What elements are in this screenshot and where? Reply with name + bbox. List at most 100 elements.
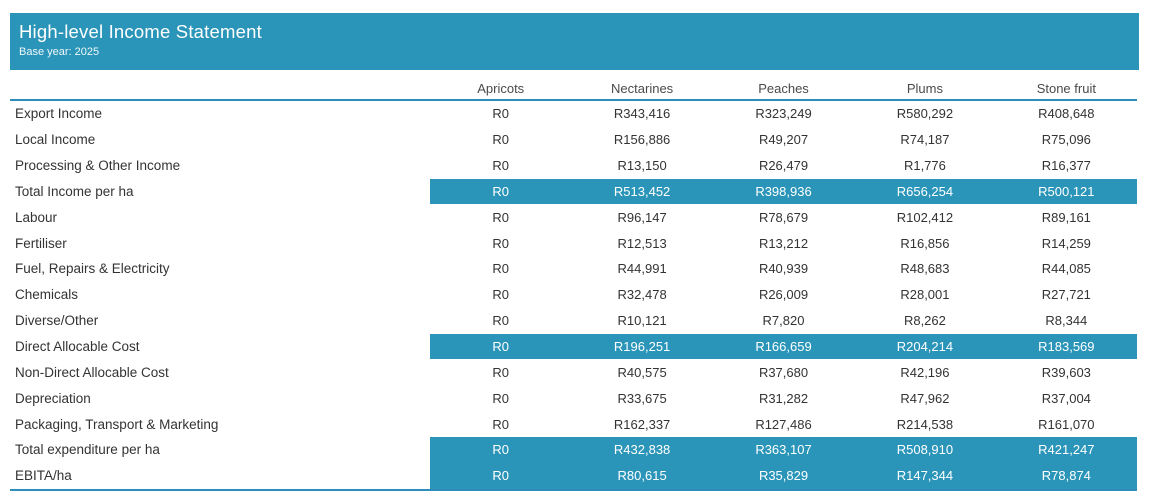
table-row: Export Income R0 R343,416 R323,249 R580,292 R…	[10, 101, 1137, 127]
value-cell: R196,251	[571, 333, 713, 360]
value-cell: R580,292	[896, 106, 954, 122]
value-cell: R78,874	[995, 462, 1138, 489]
value-cell: R214,538	[896, 416, 954, 432]
value-cell: R14,259	[1041, 235, 1091, 251]
value-cell: R1,776	[903, 158, 946, 174]
value-cell: R156,886	[613, 132, 671, 148]
value-cell: R44,085	[1041, 261, 1091, 277]
row-label: Processing & Other Income	[15, 158, 181, 174]
column-header-row: Apricots Nectarines Peaches Plums Stone …	[10, 78, 1137, 101]
value-cell: R49,207	[758, 132, 809, 148]
table-row: Total expenditure per ha R0 R432,838 R363,1…	[10, 436, 1138, 463]
value-cell: R47,962	[900, 390, 950, 406]
value-cell: R33,675	[617, 390, 667, 406]
value-cell: R343,416	[613, 106, 671, 122]
value-cell: R32,478	[617, 287, 667, 303]
table-row: Packaging, Transport & Marketing R0 R162,3…	[10, 411, 1137, 437]
value-cell: R10,121	[617, 313, 667, 329]
value-cell: R421,247	[995, 436, 1138, 463]
value-cell: R0	[492, 235, 510, 251]
value-cell: R26,009	[758, 287, 809, 303]
value-cell: R39,603	[1041, 364, 1091, 380]
column-header-peaches: Peaches	[758, 81, 809, 96]
table-row: Labour R0 R96,147 R78,679 R102,412 R89,161	[10, 204, 1137, 230]
value-cell: R0	[492, 261, 510, 277]
value-cell: R408,648	[1038, 106, 1095, 122]
value-cell: R162,337	[613, 416, 671, 432]
value-cell: R28,001	[900, 287, 950, 303]
row-label: Total expenditure per ha	[15, 442, 160, 458]
value-cell: R75,096	[1041, 132, 1091, 148]
value-cell: R0	[492, 132, 510, 148]
value-cell: R0	[430, 333, 572, 360]
row-label: Direct Allocable Cost	[15, 339, 140, 355]
value-cell: R7,820	[762, 313, 805, 329]
row-label: Packaging, Transport & Marketing	[15, 416, 219, 432]
row-label: Fuel, Repairs & Electricity	[15, 261, 170, 277]
value-cell: R432,838	[571, 436, 713, 463]
value-cell: R0	[492, 390, 510, 406]
value-cell: R40,575	[617, 364, 667, 380]
value-cell: R31,282	[758, 390, 809, 406]
value-cell: R26,479	[758, 158, 809, 174]
value-cell: R16,377	[1041, 158, 1091, 174]
value-cell: R0	[430, 462, 572, 489]
row-label: Fertiliser	[15, 235, 67, 251]
value-cell: R513,452	[571, 178, 713, 205]
value-cell: R508,910	[854, 436, 996, 463]
column-header-plums: Plums	[906, 81, 943, 96]
value-cell: R13,150	[617, 158, 667, 174]
table-row: Local Income R0 R156,886 R49,207 R74,187 R75,…	[10, 127, 1137, 153]
value-cell: R16,856	[900, 235, 950, 251]
value-cell: R0	[430, 178, 572, 205]
value-cell: R0	[492, 416, 510, 432]
row-label: Diverse/Other	[15, 313, 99, 329]
value-cell: R40,939	[758, 261, 809, 277]
value-cell: R48,683	[900, 261, 950, 277]
table-row: Non-Direct Allocable Cost R0 R40,575 R37,68…	[10, 359, 1137, 385]
value-cell: R204,214	[854, 333, 996, 360]
value-cell: R89,161	[1041, 209, 1091, 225]
row-label: Chemicals	[15, 287, 79, 303]
row-label: EBITA/ha	[15, 468, 72, 484]
value-cell: R8,262	[903, 313, 946, 329]
value-cell: R0	[492, 313, 510, 329]
row-label: Local Income	[15, 132, 96, 148]
value-cell: R323,249	[755, 106, 812, 122]
table-row: Processing & Other Income R0 R13,150 R26,47…	[10, 153, 1137, 179]
value-cell: R13,212	[758, 235, 809, 251]
table-body: Export Income R0 R343,416 R323,249 R580,292 R…	[10, 101, 1138, 491]
value-cell: R161,070	[1038, 416, 1095, 432]
value-cell: R0	[492, 364, 510, 380]
value-cell: R363,107	[712, 436, 855, 463]
value-cell: R656,254	[854, 178, 996, 205]
income-statement-table: Apricots Nectarines Peaches Plums Stone …	[10, 78, 1138, 491]
value-cell: R0	[492, 209, 510, 225]
value-cell: R74,187	[900, 132, 950, 148]
value-cell: R500,121	[995, 178, 1138, 205]
value-cell: R166,659	[712, 333, 855, 360]
value-cell: R96,147	[617, 209, 667, 225]
table-row: Diverse/Other R0 R10,121 R7,820 R8,262 R8,344	[10, 308, 1137, 334]
value-cell: R398,936	[712, 178, 855, 205]
value-cell: R78,679	[758, 209, 809, 225]
value-cell: R0	[430, 436, 572, 463]
value-cell: R27,721	[1041, 287, 1091, 303]
table-row: Depreciation R0 R33,675 R31,282 R47,962 R37,0…	[10, 385, 1137, 411]
table-row: EBITA/ha R0 R80,615 R35,829 R147,344 R78,874	[10, 462, 1138, 489]
value-cell: R80,615	[571, 462, 713, 489]
table-row: Chemicals R0 R32,478 R26,009 R28,001 R27,721	[10, 282, 1137, 308]
table-row: Total Income per ha R0 R513,452 R398,936 R65…	[10, 178, 1138, 205]
value-cell: R44,991	[617, 261, 667, 277]
row-label: Total Income per ha	[15, 183, 134, 199]
row-label: Non-Direct Allocable Cost	[15, 364, 169, 380]
base-year-subtitle: Base year: 2025	[19, 46, 100, 59]
value-cell: R102,412	[896, 209, 954, 225]
value-cell: R0	[492, 158, 510, 174]
value-cell: R8,344	[1045, 313, 1088, 329]
value-cell: R37,680	[758, 364, 809, 380]
row-label: Depreciation	[15, 390, 91, 406]
table-row: Direct Allocable Cost R0 R196,251 R166,659 R…	[10, 333, 1138, 360]
value-cell: R0	[492, 106, 510, 122]
column-header-nectarines: Nectarines	[611, 81, 674, 96]
